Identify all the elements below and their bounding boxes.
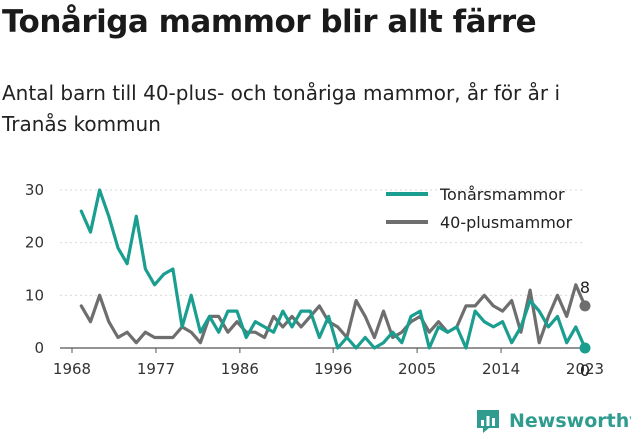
y-axis-labels: 0 10 20 30 [25, 181, 44, 357]
end-point-marker [579, 342, 591, 354]
x-tick-label: 2005 [398, 360, 436, 378]
y-tick-label: 0 [34, 339, 44, 357]
brand-logo: Newsworthy [475, 408, 631, 434]
series-line-tonarsmammor [79, 188, 587, 350]
legend: Tonårsmammor 40-plusmammor [386, 185, 573, 232]
y-tick-label: 10 [25, 286, 44, 304]
brand-name: Newsworthy [509, 410, 631, 432]
x-tick-label: 1977 [137, 360, 175, 378]
end-value-label: 8 [580, 278, 590, 297]
x-tick-label: 2014 [482, 360, 520, 378]
chart-subtitle: Antal barn till 40-plus- och tonåriga ma… [2, 81, 561, 136]
series-lines [79, 188, 587, 350]
y-tick-label: 30 [25, 181, 44, 199]
end-point-marker [579, 300, 591, 312]
gridlines [60, 189, 585, 296]
series-line-fortyplus [79, 283, 587, 345]
chart-title: Tonåriga mammor blir allt färre [2, 4, 537, 40]
x-tick-label: 1968 [53, 360, 91, 378]
newsworthy-chart-logo-icon [477, 410, 499, 433]
x-tick-label: 2023 [566, 360, 604, 378]
x-axis: 1968 1977 1986 1996 2005 2014 2023 [53, 347, 604, 378]
x-tick-label: 1986 [221, 360, 259, 378]
end-markers: 80 [579, 278, 591, 380]
x-tick-label: 1996 [314, 360, 352, 378]
end-value-label: 0 [580, 361, 590, 380]
y-tick-label: 20 [25, 234, 44, 252]
legend-label: 40-plusmammor [440, 213, 573, 232]
legend-label: Tonårsmammor [439, 185, 565, 204]
